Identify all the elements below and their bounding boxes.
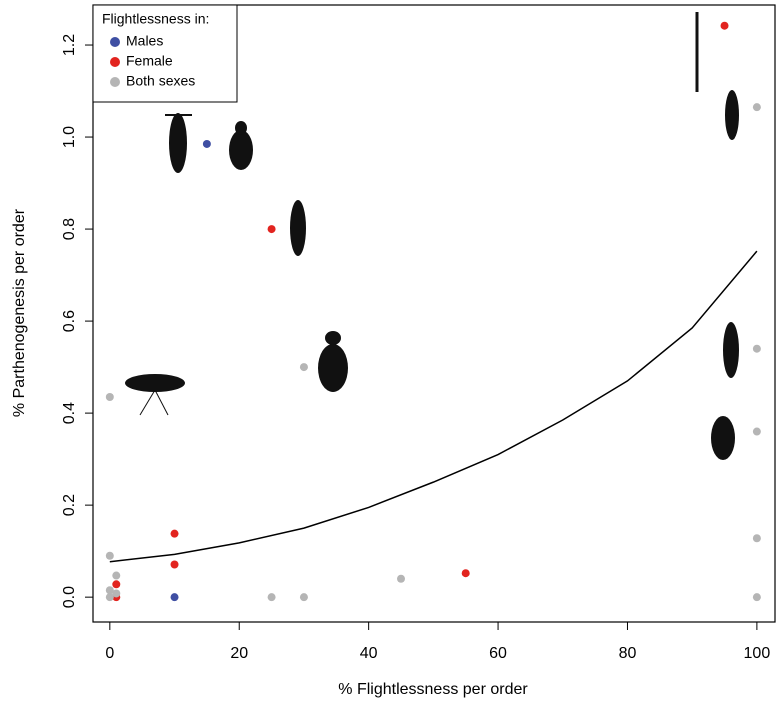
x-tick-label: 40 [360, 645, 378, 662]
point [105, 551, 114, 560]
legend: Flightlessness in: Males Female Both sexes [92, 4, 238, 103]
x-tick-label: 20 [230, 645, 248, 662]
point [752, 427, 761, 436]
y-tick-label: 1.2 [61, 34, 78, 56]
y-tick-label: 0.8 [61, 218, 78, 240]
y-tick-label: 0.0 [61, 586, 78, 608]
fit-curve [109, 250, 758, 563]
legend-marker [110, 57, 120, 67]
legend-marker [110, 77, 120, 87]
point [170, 593, 179, 602]
insect-silhouettes [125, 12, 739, 460]
point [170, 529, 179, 538]
point [112, 571, 121, 580]
y-tick-label: 0.2 [61, 494, 78, 516]
point [752, 593, 761, 602]
point [299, 593, 308, 602]
point [397, 574, 405, 583]
point [461, 569, 470, 578]
x-tick-label: 100 [744, 645, 771, 662]
point [112, 580, 121, 589]
point [752, 534, 761, 543]
point [105, 593, 114, 602]
point [112, 589, 121, 598]
legend-label: Female [126, 53, 173, 69]
y-tick-label: 1.0 [61, 126, 78, 148]
point [105, 393, 114, 402]
legend-label: Males [126, 33, 163, 49]
x-tick-label: 80 [619, 645, 637, 662]
legend-marker [110, 37, 120, 47]
y-tick-label: 0.6 [61, 310, 78, 332]
point [299, 363, 308, 372]
legend-title: Flightlessness in: [102, 11, 209, 27]
point [202, 139, 211, 148]
point [752, 103, 761, 112]
x-tick-label: 0 [105, 645, 114, 662]
point [267, 225, 276, 234]
point [170, 560, 179, 569]
point [105, 586, 114, 595]
y-axis-label: % Parthenogenesis per order [11, 208, 28, 417]
x-axis-label: % Flightlessness per order [338, 681, 528, 698]
y-tick-label: 0.4 [61, 402, 78, 424]
x-tick-label: 60 [489, 645, 507, 662]
point [267, 593, 276, 602]
point [720, 21, 729, 30]
legend-label: Both sexes [126, 73, 195, 89]
point [752, 344, 761, 353]
